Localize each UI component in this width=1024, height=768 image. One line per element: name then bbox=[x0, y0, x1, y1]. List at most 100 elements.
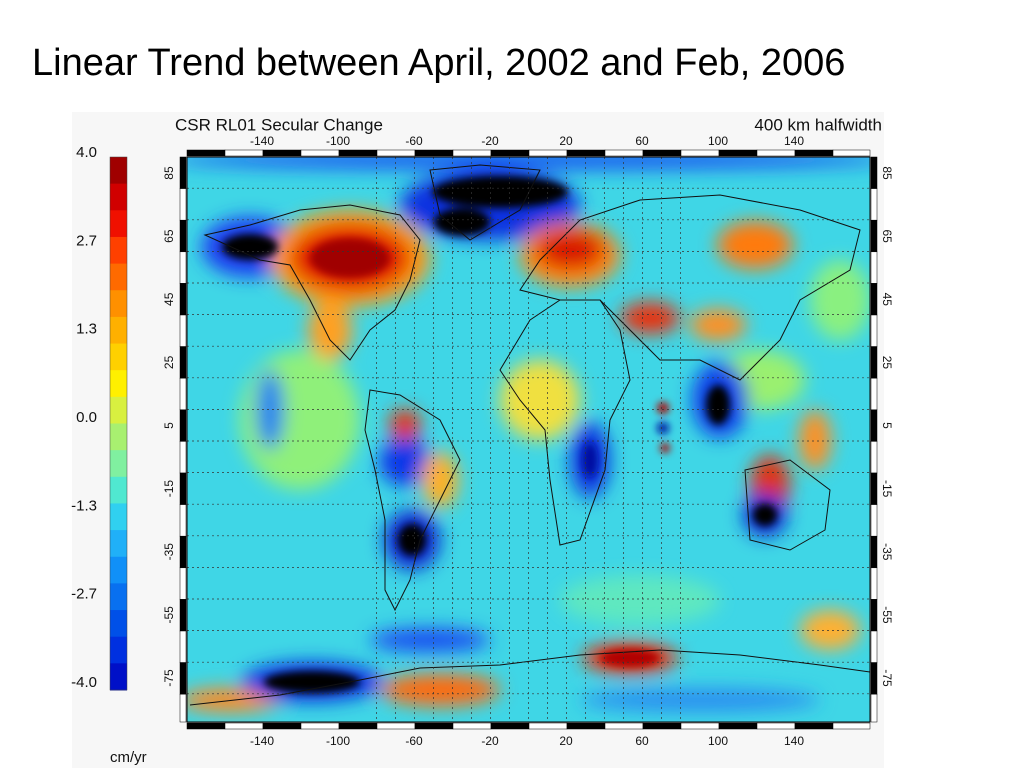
frame-segment bbox=[490, 149, 530, 157]
frame-segment bbox=[179, 314, 187, 347]
latitude-label: -55 bbox=[162, 606, 176, 624]
frame-segment bbox=[179, 156, 187, 189]
frame-segment bbox=[870, 504, 878, 537]
frame-segment bbox=[870, 662, 878, 695]
colorbar-tick-label: -2.7 bbox=[71, 586, 97, 603]
longitude-label: 20 bbox=[559, 734, 573, 748]
frame-segment bbox=[376, 722, 416, 730]
frame-segment bbox=[680, 149, 720, 157]
frame-segment bbox=[179, 630, 187, 663]
frame-segment bbox=[870, 535, 878, 569]
frame-segment bbox=[642, 722, 682, 730]
coastlines bbox=[189, 164, 870, 706]
longitude-label: -100 bbox=[326, 734, 350, 748]
latitude-label: 45 bbox=[880, 293, 894, 307]
colorbar-step bbox=[110, 610, 127, 638]
frame-segment bbox=[186, 149, 226, 157]
frame-segment bbox=[262, 722, 302, 730]
frame-segment bbox=[870, 599, 878, 632]
longitude-label: 60 bbox=[635, 734, 649, 748]
frame-segment bbox=[756, 149, 796, 157]
colorbar-tick-label: 2.7 bbox=[76, 232, 97, 249]
frame-segment bbox=[376, 149, 416, 157]
map-frame bbox=[179, 149, 878, 730]
latitude-label: -15 bbox=[880, 480, 894, 498]
latitude-label: 85 bbox=[880, 166, 894, 180]
colorbar-tick-label: 4.0 bbox=[76, 144, 97, 161]
frame-segment bbox=[680, 722, 720, 730]
frame-segment bbox=[179, 599, 187, 632]
frame-segment bbox=[179, 409, 187, 442]
map-heading: CSR RL01 Secular Change bbox=[175, 115, 383, 134]
frame-segment bbox=[870, 346, 878, 379]
colorbar-step bbox=[110, 210, 127, 238]
colorbar-step bbox=[110, 157, 127, 185]
latitude-label: 25 bbox=[880, 356, 894, 370]
frame-segment bbox=[832, 722, 871, 730]
frame-segment bbox=[870, 251, 878, 284]
frame-segment bbox=[179, 472, 187, 505]
colorbar-step bbox=[110, 663, 127, 691]
slide-title: Linear Trend between April, 2002 and Feb… bbox=[32, 42, 846, 84]
frame-segment bbox=[179, 346, 187, 379]
frame-segment bbox=[186, 722, 226, 730]
frame-segment bbox=[179, 535, 187, 569]
frame-segment bbox=[832, 149, 871, 157]
latitude-label: 45 bbox=[162, 292, 176, 306]
colorbar-step bbox=[110, 423, 127, 451]
longitude-label: -20 bbox=[481, 734, 499, 748]
frame-segment bbox=[870, 219, 878, 253]
colorbar-step bbox=[110, 316, 127, 345]
colorbar-step bbox=[110, 530, 127, 558]
longitude-label: -20 bbox=[481, 134, 499, 148]
frame-segment bbox=[870, 156, 878, 189]
frame-segment bbox=[179, 441, 187, 474]
frame-segment bbox=[490, 722, 530, 730]
frame-segment bbox=[718, 722, 758, 730]
longitude-label: -140 bbox=[250, 734, 274, 748]
frame-segment bbox=[870, 314, 878, 347]
frame-segment bbox=[794, 149, 834, 157]
longitude-label: 100 bbox=[708, 734, 728, 748]
colorbar-tick-label: -4.0 bbox=[71, 674, 97, 691]
longitude-label: -140 bbox=[250, 134, 274, 148]
frame-segment bbox=[224, 149, 264, 157]
frame-segment bbox=[179, 504, 187, 537]
frame-segment bbox=[870, 188, 878, 221]
colorbar: 4.0 2.7 1.3 0.0 -1.3 -2.7 -4.0 bbox=[71, 144, 128, 691]
frame-segment bbox=[179, 377, 187, 411]
frame-segment bbox=[262, 149, 302, 157]
map-field bbox=[187, 157, 870, 722]
latitude-label: 5 bbox=[162, 422, 176, 429]
frame-segment bbox=[452, 722, 492, 730]
frame-segment bbox=[718, 149, 758, 157]
frame-segment bbox=[300, 722, 340, 730]
latitude-label: -75 bbox=[162, 669, 176, 687]
latitude-label: 5 bbox=[880, 422, 894, 429]
frame-segment bbox=[870, 377, 878, 411]
frame-segment bbox=[604, 722, 644, 730]
frame-segment bbox=[179, 662, 187, 695]
latitude-label: 65 bbox=[880, 229, 894, 243]
longitude-label: 100 bbox=[708, 134, 728, 148]
frame-segment bbox=[566, 149, 606, 157]
frame-segment bbox=[870, 693, 878, 723]
longitude-label: -60 bbox=[405, 134, 423, 148]
frame-segment bbox=[414, 722, 454, 730]
colorbar-border bbox=[109, 156, 128, 691]
frame-segment bbox=[224, 722, 264, 730]
frame-segment bbox=[452, 149, 492, 157]
latitude-label: -35 bbox=[162, 543, 176, 561]
frame-segment bbox=[870, 409, 878, 442]
frame-segment bbox=[870, 283, 878, 316]
longitude-label: 140 bbox=[784, 734, 804, 748]
colorbar-step bbox=[110, 343, 127, 371]
colorbar-step bbox=[110, 290, 127, 318]
colorbar-step bbox=[110, 396, 127, 424]
longitude-label: -100 bbox=[326, 134, 350, 148]
latitude-label: 25 bbox=[162, 355, 176, 369]
colorbar-step bbox=[110, 583, 127, 611]
colorbar-tick-label: 0.0 bbox=[76, 409, 97, 426]
